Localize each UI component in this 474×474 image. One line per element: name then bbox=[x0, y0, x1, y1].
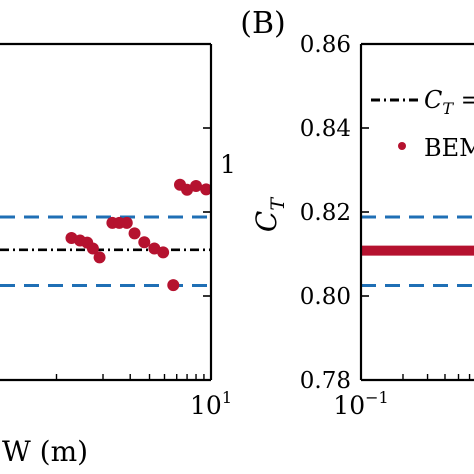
panel-a-data-point bbox=[181, 183, 194, 196]
panel-a-data-point bbox=[93, 251, 106, 264]
panel-a-data-point bbox=[128, 227, 141, 240]
panel-b-y-tick-label: 0.86 bbox=[300, 32, 351, 58]
panel-a-data-point bbox=[86, 242, 99, 255]
legend-reference-label: CT = bbox=[424, 86, 474, 118]
panel-b-y-tick-label: 0.80 bbox=[300, 284, 351, 310]
panel-a-x-tick-label: 101 bbox=[190, 388, 232, 420]
panel-b-y-tick-label: 0.82 bbox=[300, 200, 351, 226]
panel-a-data-point bbox=[190, 179, 203, 192]
panel-a-axes bbox=[0, 42, 213, 382]
panel-b-y-axis-label: CT bbox=[250, 197, 289, 232]
panel-a-y-tick-label-fragment: 1 bbox=[220, 150, 236, 179]
panel-a-data-point bbox=[200, 183, 211, 196]
panel-a: 101 1 W (m) bbox=[0, 42, 236, 468]
legend: CT = BEM bbox=[371, 86, 474, 162]
panel-label: (B) bbox=[240, 6, 285, 41]
legend-entry-bem: BEM bbox=[398, 134, 474, 162]
panel-b-x-tick-label: 10−1 bbox=[333, 388, 388, 420]
panel-b-plot-area bbox=[361, 215, 474, 287]
legend-entry-reference: CT = bbox=[371, 86, 474, 118]
panel-b-y-tick-label: 0.84 bbox=[300, 116, 351, 142]
panel-a-data-point bbox=[120, 216, 133, 229]
panel-b-y-tick-label: 0.78 bbox=[300, 368, 351, 394]
panel-a-data-point bbox=[138, 236, 151, 249]
legend-bem-marker bbox=[398, 142, 406, 150]
panel-a-data-point bbox=[157, 246, 170, 259]
panel-b-y-tick-labels: 0.78 0.80 0.82 0.84 0.86 bbox=[300, 32, 351, 394]
panel-a-plot-area bbox=[0, 178, 211, 292]
panel-b: (B) 0.78 0.80 0.82 0.84 0.86 10−1 CT CT = BE… bbox=[240, 6, 474, 420]
panel-a-data-point bbox=[167, 279, 180, 292]
panel-b-axes bbox=[359, 42, 474, 382]
panel-a-x-axis-label: W (m) bbox=[2, 435, 88, 468]
legend-bem-label: BEM bbox=[424, 134, 474, 162]
